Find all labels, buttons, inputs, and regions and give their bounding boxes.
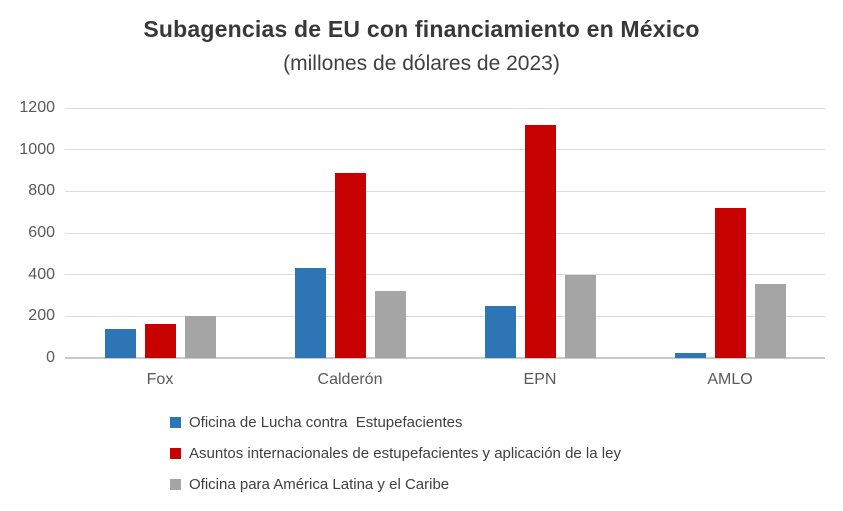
- gridline: [65, 274, 825, 276]
- x-tick-label: Fox: [146, 371, 174, 388]
- chart-subtitle: (millones de dólares de 2023): [283, 52, 560, 75]
- legend-label: Asuntos internacionales de estupefacient…: [189, 445, 621, 462]
- legend-item: Asuntos internacionales de estupefacient…: [170, 445, 621, 462]
- bar: [524, 124, 556, 358]
- legend: Oficina de Lucha contra Estupefacientes …: [170, 414, 621, 493]
- bar: [674, 352, 706, 358]
- bar-group: [294, 172, 406, 358]
- plot-area: 0 200 400 600 800 1000 1200 Fox Calderón EPN AMLO: [19, 99, 825, 388]
- bar: [144, 323, 176, 358]
- legend-label: Oficina de Lucha contra Estupefacientes: [189, 414, 463, 431]
- gridline: [65, 315, 825, 317]
- bar-group: [104, 316, 216, 358]
- bar-group: [484, 124, 596, 358]
- bar: [564, 274, 596, 358]
- x-axis-line: [65, 357, 825, 359]
- y-tick-label: 800: [28, 182, 55, 200]
- bar: [754, 284, 786, 358]
- legend-item: Oficina de Lucha contra Estupefacientes: [170, 414, 621, 431]
- gridline: [65, 149, 825, 151]
- legend-swatch-icon: [170, 417, 181, 428]
- bar: [184, 316, 216, 358]
- y-tick-label: 400: [28, 265, 55, 283]
- x-tick-label: EPN: [523, 371, 557, 388]
- gridline: [65, 107, 825, 109]
- bar: [294, 268, 326, 358]
- legend-label: Oficina para América Latina y el Caribe: [189, 476, 450, 493]
- bar: [334, 172, 366, 358]
- bar: [104, 328, 136, 358]
- chart-title: Subagencias de EU con financiamiento en …: [143, 16, 700, 42]
- legend-swatch-icon: [170, 479, 181, 490]
- y-tick-label: 1000: [19, 140, 55, 158]
- bar: [374, 291, 406, 358]
- bar: [484, 305, 516, 358]
- legend-item: Oficina para América Latina y el Caribe: [170, 476, 621, 493]
- y-tick-label: 1200: [19, 99, 55, 116]
- y-tick-label: 600: [28, 224, 55, 241]
- gridline: [65, 190, 825, 192]
- y-tick-label: 200: [28, 307, 55, 325]
- x-tick-label: AMLO: [707, 371, 753, 388]
- bar: [714, 208, 746, 358]
- x-tick-label: Calderón: [317, 371, 383, 388]
- gridline: [65, 232, 825, 234]
- y-tick-label: 0: [46, 349, 55, 366]
- legend-swatch-icon: [170, 448, 181, 459]
- bar-group: [674, 208, 786, 358]
